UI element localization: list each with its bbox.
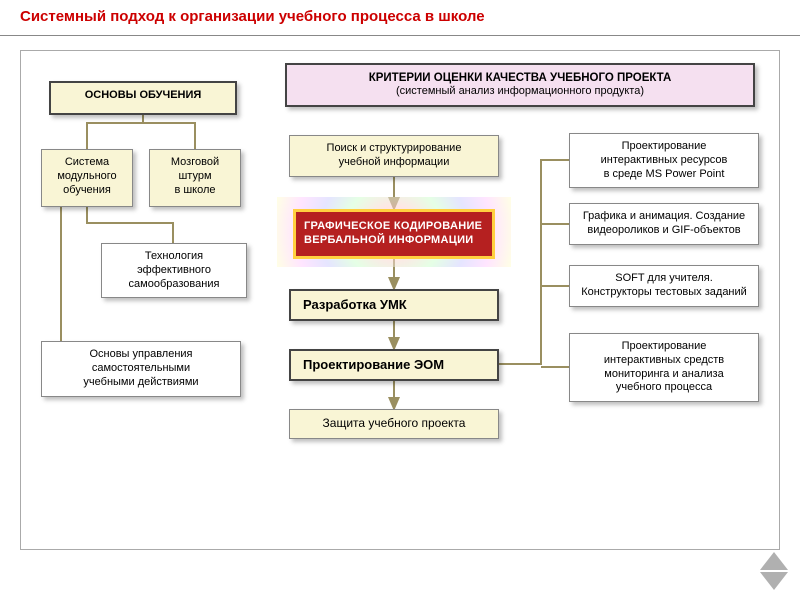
box-label: SOFT для учителя.Конструкторы тестовых з…	[581, 272, 747, 298]
box-label: Разработка УМК	[303, 297, 407, 312]
box-label: Мозговойштурмв школе	[171, 156, 219, 196]
box-label: Графика и анимация. Созданиевидеороликов…	[583, 210, 745, 236]
diagram-area: ОСНОВЫ ОБУЧЕНИЯ Системамодульногообучени…	[20, 50, 780, 550]
box-criteria: КРИТЕРИИ ОЦЕНКИ КАЧЕСТВА УЧЕБНОГО ПРОЕКТ…	[285, 63, 755, 107]
box-label: Проектированиеинтерактивных средствмонит…	[604, 340, 724, 393]
box-right4: Проектированиеинтерактивных средствмонит…	[569, 333, 759, 402]
box-graphcode: ГРАФИЧЕСКОЕ КОДИРОВАНИЕВЕРБАЛЬНОЙ ИНФОРМ…	[293, 209, 495, 259]
box-label: Проектированиеинтерактивных ресурсовв ср…	[601, 140, 728, 180]
box-label: Защита учебного проекта	[323, 416, 466, 430]
box-umk: Разработка УМК	[289, 289, 499, 321]
box-selfedu: Технологияэффективногосамообразования	[101, 243, 247, 298]
box-label: Проектирование ЭОМ	[303, 357, 444, 372]
box-label: Технологияэффективногосамообразования	[129, 250, 220, 290]
box-modular: Системамодульногообучения	[41, 149, 133, 207]
title-bar: Системный подход к организации учебного …	[0, 0, 800, 36]
box-right3: SOFT для учителя.Конструкторы тестовых з…	[569, 265, 759, 307]
nav-buttons	[760, 550, 788, 592]
box-brainstorm: Мозговойштурмв школе	[149, 149, 241, 207]
box-label: ГРАФИЧЕСКОЕ КОДИРОВАНИЕВЕРБАЛЬНОЙ ИНФОРМ…	[304, 220, 482, 246]
box-defense: Защита учебного проекта	[289, 409, 499, 439]
box-label: Системамодульногообучения	[57, 156, 116, 196]
box-label: Основы управлениясамостоятельнымиучебным…	[83, 348, 198, 388]
box-foundations: ОСНОВЫ ОБУЧЕНИЯ	[49, 81, 237, 115]
box-eom: Проектирование ЭОМ	[289, 349, 499, 381]
box-label: ОСНОВЫ ОБУЧЕНИЯ	[85, 89, 202, 101]
box-label: Поиск и структурированиеучебной информац…	[327, 142, 462, 168]
page-title: Системный подход к организации учебного …	[20, 8, 780, 25]
box-search: Поиск и структурированиеучебной информац…	[289, 135, 499, 177]
nav-down-icon[interactable]	[760, 572, 788, 590]
criteria-title: КРИТЕРИИ ОЦЕНКИ КАЧЕСТВА УЧЕБНОГО ПРОЕКТ…	[291, 71, 749, 85]
box-right2: Графика и анимация. Созданиевидеороликов…	[569, 203, 759, 245]
nav-up-icon[interactable]	[760, 552, 788, 570]
box-mgmt: Основы управлениясамостоятельнымиучебным…	[41, 341, 241, 397]
criteria-subtitle: (системный анализ информационного продук…	[291, 85, 749, 99]
box-right1: Проектированиеинтерактивных ресурсовв ср…	[569, 133, 759, 188]
